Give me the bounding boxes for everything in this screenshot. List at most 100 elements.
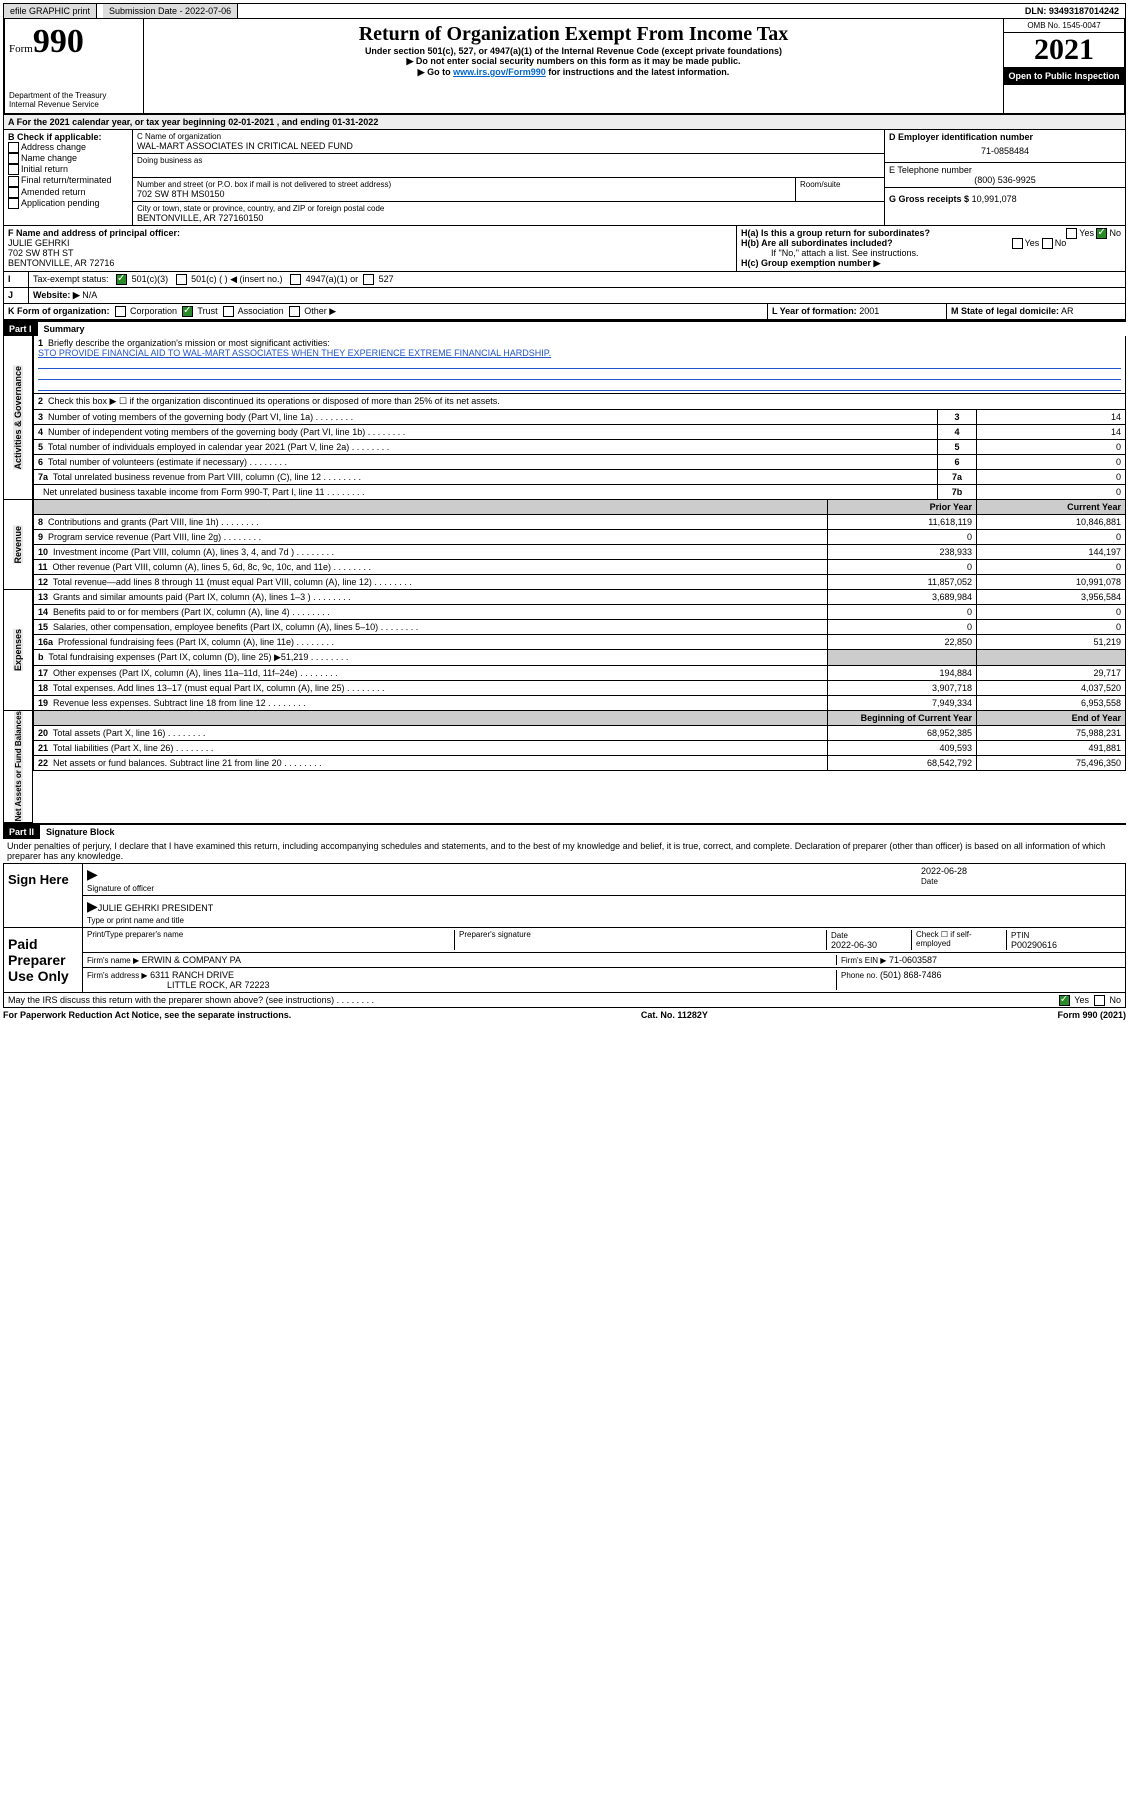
year-formation: 2001 [859,306,879,316]
c-label: C Name of organization [137,132,880,141]
i-letter: I [4,272,29,287]
mission-text: STO PROVIDE FINANCIAL AID TO WAL-MART AS… [38,348,551,358]
f-label: F Name and address of principal officer: [8,228,732,238]
part2-title: Signature Block [40,825,121,839]
city-label: City or town, state or province, country… [137,204,880,213]
firm-addr2: LITTLE ROCK, AR 72223 [87,980,270,990]
form-footer: Form 990 (2021) [1057,1010,1126,1020]
ptin: P00290616 [1011,940,1057,950]
end-year-hdr: End of Year [977,711,1126,726]
firm-name: ERWIN & COMPANY PA [142,955,241,965]
room-label: Room/suite [796,178,884,201]
table-row: 16a Professional fundraising fees (Part … [33,635,1126,650]
discuss-yes: Yes [1074,995,1089,1005]
table-row: 11 Other revenue (Part VIII, column (A),… [33,560,1126,575]
m-label: M State of legal domicile: [951,306,1059,316]
table-row: 5 Total number of individuals employed i… [33,440,1126,455]
b-pending: Application pending [21,198,100,208]
table-row: 14 Benefits paid to or for members (Part… [33,605,1126,620]
part2-head: Part II [3,825,40,839]
d-label: D Employer identification number [889,132,1121,142]
firm-addr1: 6311 RANCH DRIVE [150,970,234,980]
table-row: 13 Grants and similar amounts paid (Part… [33,590,1126,605]
tax-year: 2021 [1004,33,1124,67]
form-number: 990 [33,23,84,60]
k-assoc: Association [238,306,284,316]
dba-label: Doing business as [137,156,880,165]
irs-label: Internal Revenue Service [9,100,139,109]
i-501c: 501(c) ( ) ◀ (insert no.) [191,274,282,284]
table-row: 20 Total assets (Part X, line 16) 68,952… [33,726,1126,741]
subtitle-3b: for instructions and the latest informat… [546,67,730,77]
b-label: B Check if applicable: [8,132,128,142]
part2-bar: Part II Signature Block [3,823,1126,839]
hc-label: H(c) Group exemption number ▶ [741,258,880,268]
hb-no: No [1055,238,1067,248]
officer-addr2: BENTONVILLE, AR 72716 [8,258,732,268]
section-netassets: Net Assets or Fund Balances Beginning of… [3,711,1126,822]
b-addr-change: Address change [21,142,86,152]
sign-here-block: Sign Here ▶Signature of officer 2022-06-… [3,863,1126,928]
side-netassets: Net Assets or Fund Balances [14,711,23,821]
state-domicile: AR [1061,306,1074,316]
section-expenses: Expenses 13 Grants and similar amounts p… [3,590,1126,711]
part1-head: Part I [3,322,38,336]
side-expenses: Expenses [13,629,23,671]
table-row: 12 Total revenue—add lines 8 through 11 … [33,575,1126,590]
officer-name: JULIE GEHRKI [8,238,732,248]
discuss-no: No [1109,995,1121,1005]
officer-typed-name: JULIE GEHRKI PRESIDENT [98,903,214,913]
line-i: I Tax-exempt status: 501(c)(3) 501(c) ( … [3,272,1126,288]
e-label: E Telephone number [889,165,1121,175]
ha-no: No [1109,228,1121,238]
street-address: 702 SW 8TH MS0150 [137,189,791,199]
dept-treasury: Department of the Treasury [9,91,139,100]
l2-text: Check this box ▶ ☐ if the organization d… [48,396,500,406]
form-title: Return of Organization Exempt From Incom… [152,23,995,46]
section-revenue: Revenue Prior Year Current Year 8 Contri… [3,500,1126,590]
form-header: Form990 Department of the Treasury Inter… [3,19,1126,115]
part1-bar: Part I Summary [3,320,1126,336]
table-row: b Total fundraising expenses (Part IX, c… [33,650,1126,666]
l1-label: Briefly describe the organization's miss… [48,338,330,348]
i-501c3: 501(c)(3) [132,274,169,284]
footer: For Paperwork Reduction Act Notice, see … [3,1008,1126,1020]
table-row: 7a Total unrelated business revenue from… [33,470,1126,485]
h-note: If "No," attach a list. See instructions… [741,248,1121,258]
line-j: J Website: ▶ N/A [3,288,1126,304]
hb-yes: Yes [1025,238,1040,248]
sig-officer-label: Signature of officer [87,884,154,893]
k-corp: Corporation [130,306,177,316]
efile-print-button[interactable]: efile GRAPHIC print [4,4,97,18]
block-fh: F Name and address of principal officer:… [3,226,1126,272]
pra-notice: For Paperwork Reduction Act Notice, see … [3,1010,291,1020]
table-row: 22 Net assets or fund balances. Subtract… [33,756,1126,771]
side-activities: Activities & Governance [13,366,23,470]
k-trust: Trust [197,306,217,316]
firm-phone: (501) 868-7486 [880,970,942,980]
j-letter: J [4,288,29,303]
paid-preparer-label: Paid Preparer Use Only [4,928,83,992]
city-state-zip: BENTONVILLE, AR 727160150 [137,213,880,223]
current-year-hdr: Current Year [977,500,1126,515]
firm-addr-label: Firm's address ▶ [87,971,148,980]
date-label: Date [921,877,938,886]
org-name: WAL-MART ASSOCIATES IN CRITICAL NEED FUN… [137,141,880,151]
dln: DLN: 93493187014242 [1019,4,1125,18]
g-label: G Gross receipts $ [889,194,969,204]
i-4947: 4947(a)(1) or [306,274,359,284]
table-row: 19 Revenue less expenses. Subtract line … [33,696,1126,711]
irs-link[interactable]: www.irs.gov/Form990 [453,67,546,77]
sig-date: 2022-06-28 [921,866,967,876]
subtitle-2: ▶ Do not enter social security numbers o… [152,56,995,67]
ha-yes: Yes [1079,228,1094,238]
hb-label: H(b) Are all subordinates included? [741,238,893,248]
side-revenue: Revenue [13,526,23,564]
i-527: 527 [379,274,394,284]
block-bcdeg: B Check if applicable: Address change Na… [3,130,1126,226]
subtitle-1: Under section 501(c), 527, or 4947(a)(1)… [152,46,995,56]
may-irs-discuss: May the IRS discuss this return with the… [8,995,334,1005]
table-row: 21 Total liabilities (Part X, line 26) 4… [33,741,1126,756]
omb-number: OMB No. 1545-0047 [1004,19,1124,33]
submission-date: Submission Date - 2022-07-06 [103,4,238,18]
